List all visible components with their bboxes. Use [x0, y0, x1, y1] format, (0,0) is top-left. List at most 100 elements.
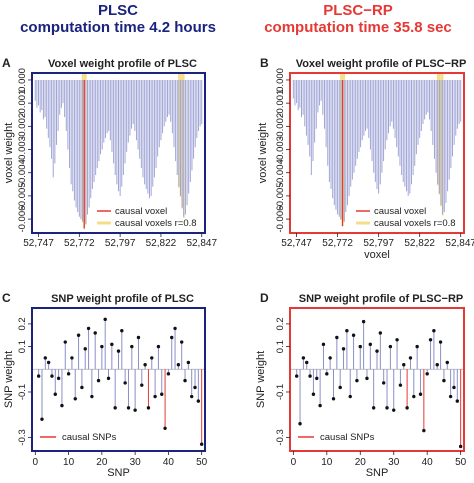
snp-point [180, 340, 184, 344]
y-tick-label: -0.006 [17, 206, 28, 233]
x-tick-label: 30 [130, 457, 142, 468]
plot-frame [289, 307, 465, 452]
x-axis-label: voxel [364, 249, 390, 261]
legend-label: causal SNPs [62, 432, 117, 443]
y-tick-label: -0.002 [275, 113, 286, 140]
snp-point [76, 333, 81, 337]
snp-point [133, 408, 137, 412]
snp-point [53, 392, 57, 396]
snp-point [301, 356, 306, 360]
snp-point [442, 378, 446, 383]
snp-point [150, 356, 154, 360]
snp-point [86, 326, 91, 331]
snp-point [315, 376, 319, 381]
y-tick-label: 0.000 [275, 68, 286, 92]
snp-point [348, 394, 352, 399]
x-tick-label: 10 [321, 457, 333, 468]
snp-point [418, 392, 423, 396]
snp-point [93, 331, 97, 335]
snp-point [43, 356, 48, 360]
snp-point [392, 408, 396, 412]
y-tick-label: 0.1 [275, 340, 286, 353]
snp-point [385, 406, 389, 410]
x-tick-label: 10 [63, 457, 75, 468]
snp-point [368, 342, 373, 347]
snp-point [298, 422, 302, 426]
y-tick-label: -0.005 [17, 182, 28, 209]
snp-point [415, 344, 419, 349]
x-tick-label: 40 [422, 457, 434, 468]
x-axis-label: SNP [366, 467, 389, 478]
x-tick-label: 52,822 [146, 238, 177, 249]
snp-point [428, 338, 433, 342]
snp-point [60, 403, 64, 408]
x-tick-label: 50 [196, 457, 208, 468]
x-tick-label: 0 [291, 457, 297, 468]
panel-title: Voxel weight profile of PLSC [48, 58, 197, 70]
plot-frame [31, 72, 206, 234]
snp-point [170, 335, 174, 340]
snp-point [196, 399, 201, 403]
snp-point [56, 376, 61, 381]
snp-point [341, 347, 346, 351]
snp-point [166, 372, 171, 376]
x-tick-label: 52,772 [64, 238, 95, 249]
snp-point [186, 360, 191, 365]
snp-point [156, 344, 161, 349]
snp-point [96, 378, 101, 383]
snp-point [412, 394, 416, 399]
x-tick-label: 52,772 [322, 238, 353, 249]
x-tick-label: 30 [388, 457, 400, 468]
snp-point [100, 344, 104, 349]
snp-point [395, 338, 399, 342]
x-tick-label: 52,847 [445, 238, 474, 249]
snp-point [126, 406, 131, 410]
snp-point [318, 403, 322, 408]
snp-point [123, 381, 127, 385]
right-header-subtitle: computation time 35.8 sec [264, 19, 452, 36]
panel-d: D SNP weight profile of PLSC−RP 0.2 0.1 -0.1… [255, 291, 467, 479]
snp-point [120, 328, 124, 333]
snp-point [305, 360, 309, 365]
snp-point [365, 376, 369, 381]
panel-b: B Voxel weight profile of PLSC−RP0.000-0.… [257, 56, 474, 261]
y-tick-label: 0.000 [17, 68, 28, 92]
snp-point [371, 406, 376, 410]
y-tick-label: -0.1 [17, 384, 28, 400]
x-tick-label: 40 [163, 457, 175, 468]
x-tick-label: 0 [33, 457, 39, 468]
snp-point [405, 406, 409, 410]
snp-point [193, 385, 197, 390]
snp-point [448, 394, 453, 399]
left-header-title: PLSC [98, 2, 138, 19]
y-tick-label: -0.001 [275, 90, 286, 117]
right-header-title: PLSC−RP [323, 2, 393, 19]
y-tick-label: -0.002 [17, 113, 28, 140]
snp-point [445, 360, 449, 365]
snp-point [173, 326, 177, 331]
x-tick-label: 52,747 [281, 238, 312, 249]
snp-point [176, 363, 181, 367]
left-header-subtitle: computation time 4.2 hours [20, 19, 216, 36]
snp-point [328, 356, 332, 360]
snp-point [325, 372, 329, 376]
y-axis-label: voxel weight [3, 123, 15, 184]
snp-point [153, 394, 157, 399]
snp-point [116, 349, 121, 353]
snp-point [294, 374, 299, 378]
snp-point [331, 397, 336, 401]
panel-a: A Voxel weight profile of PLSC 0.000-0.001… [2, 56, 217, 249]
snp-point [398, 383, 403, 387]
y-axis-label: SNP weight [3, 351, 15, 408]
snp-point [36, 374, 41, 378]
x-tick-label: 20 [96, 457, 108, 468]
y-axis-label: voxel weight [257, 123, 269, 184]
snp-point [40, 417, 44, 421]
snp-point [50, 374, 54, 378]
snp-point [160, 392, 164, 396]
snp-point [435, 363, 439, 367]
plot-frame [31, 307, 206, 452]
snp-point [438, 340, 443, 344]
y-tick-label: -0.004 [275, 159, 286, 186]
